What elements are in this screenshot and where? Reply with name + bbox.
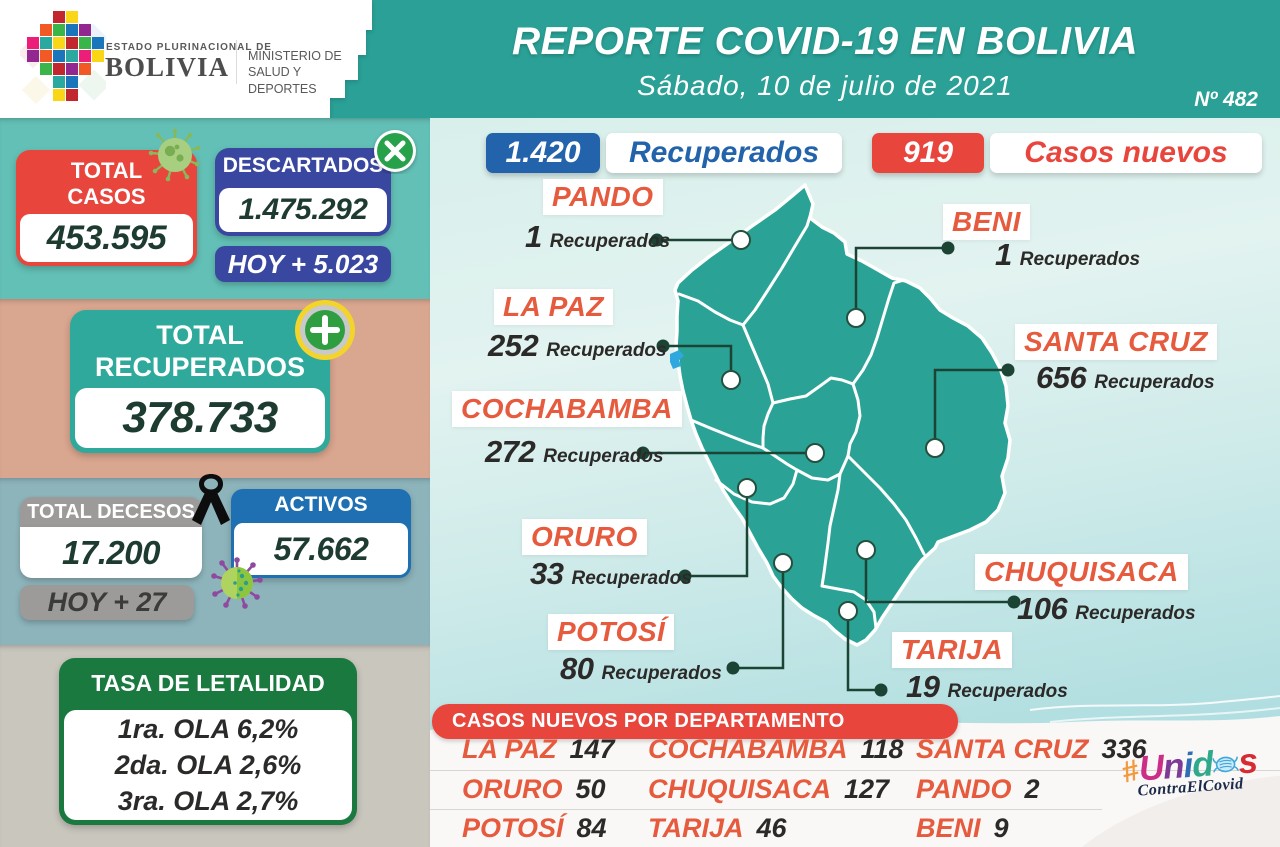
dept-label-pando: PANDO bbox=[543, 179, 663, 215]
letalidad-row: 2da. OLA 2,6% bbox=[114, 750, 302, 780]
logo-ministry: MINISTERIO DE SALUD Y DEPORTES bbox=[248, 49, 342, 96]
map-marker-chuquisaca bbox=[856, 540, 876, 560]
dept-value-santa_cruz: 656 Recuperados bbox=[1036, 360, 1215, 395]
letalidad-row: 1ra. OLA 6,2% bbox=[117, 714, 299, 744]
callout-line-chuquisaca bbox=[864, 550, 1014, 604]
total-decesos-value: 17.200 bbox=[62, 533, 160, 571]
recuperados-badge-label: Recuperados bbox=[606, 133, 842, 173]
total-recuperados-card: TOTAL RECUPERADOS 378.733 bbox=[70, 310, 330, 453]
dept-value-cochabamba: 272 Recuperados bbox=[485, 434, 664, 469]
logo-pretitle: ESTADO PLURINACIONAL DE bbox=[106, 42, 272, 53]
activos-value: 57.662 bbox=[273, 530, 369, 567]
dept-label-cochabamba: COCHABAMBA bbox=[452, 391, 682, 427]
callout-dot-pando bbox=[650, 233, 664, 247]
government-logo-block: ESTADO PLURINACIONAL DE BOLIVIA MINISTER… bbox=[0, 0, 430, 118]
table-background-band bbox=[430, 716, 1280, 847]
callout-dot-oruro bbox=[678, 569, 692, 583]
report-date: Sábado, 10 de julio de 2021 bbox=[637, 70, 1013, 101]
callout-line-oruro bbox=[685, 488, 749, 578]
x-circle-icon bbox=[374, 130, 416, 172]
dept-label-chuquisaca: CHUQUISACA bbox=[975, 554, 1188, 590]
callout-dot-potosi bbox=[726, 661, 740, 675]
total-decesos-value-box: 17.200 bbox=[20, 527, 202, 578]
lake-titicaca-icon bbox=[670, 350, 684, 369]
map-marker-pando bbox=[731, 230, 751, 250]
map-marker-oruro bbox=[737, 478, 757, 498]
descartados-value-box: 1.475.292 bbox=[219, 188, 387, 232]
casos-nuevos-badge-label: Casos nuevos bbox=[990, 133, 1262, 173]
dept-label-tarija: TARIJA bbox=[892, 632, 1013, 668]
callout-dot-beni bbox=[941, 241, 955, 255]
activos-label: ACTIVOS bbox=[274, 493, 368, 516]
callout-dot-santa_cruz bbox=[1001, 363, 1015, 377]
dept-label-santa_cruz: SANTA CRUZ bbox=[1015, 324, 1217, 360]
virus-icon bbox=[211, 557, 263, 609]
dept-value-tarija: 19 Recuperados bbox=[906, 669, 1068, 704]
descartados-label: DESCARTADOS bbox=[222, 154, 384, 177]
decesos-hoy: HOY + 27 bbox=[20, 585, 194, 620]
mourning-ribbon-icon bbox=[192, 474, 230, 525]
callout-line-potosi bbox=[733, 563, 785, 670]
new-cases-table-title: CASOS NUEVOS POR DEPARTAMENTO bbox=[432, 704, 958, 739]
descartados-hoy: HOY + 5.023 bbox=[215, 246, 391, 282]
map-marker-tarija bbox=[838, 601, 858, 621]
dept-value-oruro: 33 Recuperados bbox=[530, 556, 692, 591]
dept-value-pando: 1 Recuperados bbox=[525, 219, 671, 254]
descartados-card: DESCARTADOS 1.475.292 bbox=[215, 148, 391, 236]
activos-value-box: 57.662 bbox=[234, 523, 408, 575]
callout-line-tarija bbox=[846, 611, 881, 692]
plus-circle-icon bbox=[295, 300, 355, 360]
page-title: REPORTE COVID-19 EN BOLIVIA bbox=[511, 20, 1139, 63]
map-pane: 1.420 Recuperados 919 Casos nuevos CASOS… bbox=[430, 118, 1280, 847]
dept-value-beni: 1 Recuperados bbox=[995, 237, 1141, 272]
letalidad-row: 3ra. OLA 2,7% bbox=[117, 786, 299, 816]
tasa-letalidad-card: TASA DE LETALIDAD 1ra. OLA 6,2% 2da. OLA … bbox=[59, 658, 357, 825]
callout-dot-la_paz bbox=[656, 339, 670, 353]
department-borders bbox=[677, 211, 926, 630]
activos-card: ACTIVOS 57.662 bbox=[231, 489, 411, 578]
callout-line-la_paz bbox=[663, 344, 733, 380]
callout-dot-tarija bbox=[874, 683, 888, 697]
face-mask-icon bbox=[1212, 756, 1239, 773]
recuperados-badge-value: 1.420 bbox=[486, 133, 600, 173]
tasa-letalidad-body: 1ra. OLA 6,2% 2da. OLA 2,6% 3ra. OLA 2,7% bbox=[64, 710, 352, 820]
map-marker-potosi bbox=[773, 553, 793, 573]
total-casos-value-box: 453.595 bbox=[20, 214, 193, 262]
dept-label-la_paz: LA PAZ bbox=[494, 289, 613, 325]
map-marker-santa_cruz bbox=[925, 438, 945, 458]
tasa-letalidad-label: TASA DE LETALIDAD bbox=[91, 670, 325, 696]
dept-value-chuquisaca: 106 Recuperados bbox=[1017, 591, 1196, 626]
total-casos-label: TOTAL CASOS bbox=[67, 158, 146, 209]
logo-country: BOLIVIA bbox=[105, 52, 230, 82]
total-recuperados-label: TOTAL RECUPERADOS bbox=[95, 320, 306, 382]
dept-value-potosi: 80 Recuperados bbox=[560, 651, 722, 686]
logo-divider bbox=[236, 40, 237, 84]
map-marker-beni bbox=[846, 308, 866, 328]
descartados-value: 1.475.292 bbox=[238, 193, 368, 226]
map-marker-la_paz bbox=[721, 370, 741, 390]
report-number: Nº 482 bbox=[1194, 88, 1258, 111]
virus-icon bbox=[148, 128, 201, 182]
casos-nuevos-badge-value: 919 bbox=[872, 133, 984, 173]
dept-label-oruro: ORURO bbox=[522, 519, 647, 555]
map-callouts bbox=[636, 230, 1021, 697]
total-recuperados-value: 378.733 bbox=[122, 393, 278, 442]
dept-label-beni: BENI bbox=[943, 204, 1030, 240]
callout-dot-chuquisaca bbox=[1007, 595, 1021, 609]
total-recuperados-value-box: 378.733 bbox=[75, 388, 325, 448]
total-decesos-header: TOTAL DECESOS bbox=[20, 497, 202, 527]
bolivia-map bbox=[430, 183, 1280, 847]
total-casos-value: 453.595 bbox=[46, 218, 167, 257]
callout-line-beni bbox=[854, 246, 948, 318]
map-marker-cochabamba bbox=[805, 443, 825, 463]
dept-label-potosi: POTOSÍ bbox=[548, 614, 675, 650]
callout-dot-cochabamba bbox=[636, 446, 650, 460]
bolivia-mosaic-cross-icon bbox=[20, 11, 106, 105]
callout-line-santa_cruz bbox=[933, 368, 1008, 448]
dept-value-la_paz: 252 Recuperados bbox=[488, 328, 667, 363]
campaign-logo: #Unid s ContraElCovid bbox=[1100, 740, 1278, 803]
campaign-wordmark: #Unid s bbox=[1100, 740, 1277, 792]
